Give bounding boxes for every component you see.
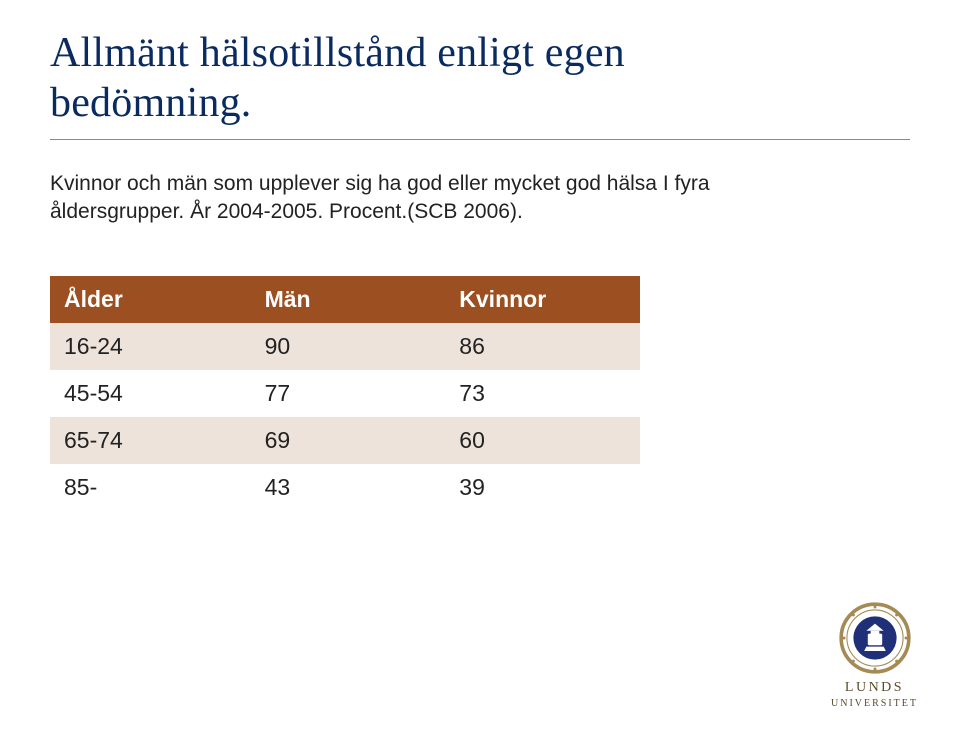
data-table: Ålder Män Kvinnor 16-24 90 86 45-54 77 7… [50,276,640,511]
table-row: 85- 43 39 [50,464,640,511]
cell-men: 90 [251,323,446,370]
university-logo: LUNDS UNIVERSITET [831,602,918,709]
page-title: Allmänt hälsotillstånd enligt egen bedöm… [50,28,910,129]
cell-men: 77 [251,370,446,417]
cell-women: 73 [445,370,640,417]
table-row: 16-24 90 86 [50,323,640,370]
table-row: 45-54 77 73 [50,370,640,417]
university-name: LUNDS UNIVERSITET [831,680,918,709]
title-line-2: bedömning. [50,80,251,126]
col-header-women: Kvinnor [445,276,640,323]
cell-women: 60 [445,417,640,464]
cell-men: 69 [251,417,446,464]
seal-icon [839,602,911,674]
cell-age: 45-54 [50,370,251,417]
col-header-age: Ålder [50,276,251,323]
university-name-line1: LUNDS [831,680,918,696]
cell-women: 39 [445,464,640,511]
cell-women: 86 [445,323,640,370]
title-line-1: Allmänt hälsotillstånd enligt egen [50,30,625,76]
university-name-line2: UNIVERSITET [831,698,918,710]
cell-age: 16-24 [50,323,251,370]
cell-men: 43 [251,464,446,511]
table-row: 65-74 69 60 [50,417,640,464]
cell-age: 85- [50,464,251,511]
table-header-row: Ålder Män Kvinnor [50,276,640,323]
slide: Allmänt hälsotillstånd enligt egen bedöm… [0,0,960,731]
col-header-men: Män [251,276,446,323]
subtitle-text: Kvinnor och män som upplever sig ha god … [50,170,810,227]
cell-age: 65-74 [50,417,251,464]
title-divider [50,139,910,140]
